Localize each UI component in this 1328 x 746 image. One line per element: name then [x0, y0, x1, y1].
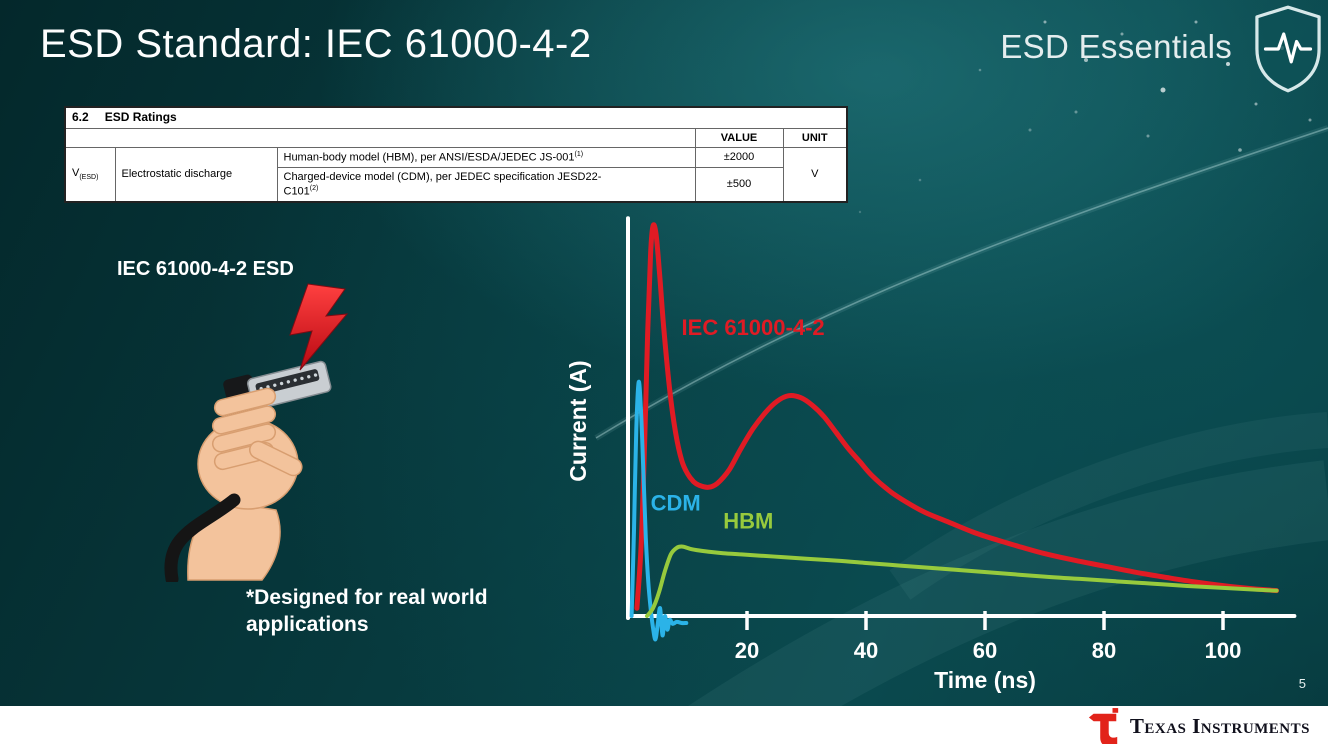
connector-pins: [259, 373, 318, 391]
waveform-chart: 20 40 60 80 100 Time (ns) Current (A) IEC 61000…: [556, 204, 1328, 704]
series-line-cdm: [629, 379, 689, 642]
page-number: 5: [1298, 676, 1306, 691]
y-axis-title: Current (A): [565, 360, 591, 481]
section-number: 6.2: [72, 110, 89, 124]
lightning-bolt-icon: [289, 283, 349, 371]
series-label: CDM: [651, 491, 701, 516]
hbm-value-cell: ±2000: [694, 146, 784, 168]
unit-cell: V: [782, 146, 848, 203]
param-name-cell: Electrostatic discharge: [114, 146, 278, 203]
slide-title: ESD Standard: IEC 61000-4-2: [40, 22, 592, 66]
x-tick-label: 40: [854, 638, 878, 663]
footer-bar: ti Texas Instruments: [0, 706, 1328, 746]
illustration-label: IEC 61000-4-2 ESD: [117, 258, 294, 280]
cdm-value-cell: ±500: [694, 166, 784, 203]
series-line-hbm: [645, 544, 1279, 618]
cdm-model-text-2: C101: [283, 185, 310, 198]
param-symbol-sub: (ESD): [79, 174, 99, 182]
datasheet-excerpt: 6.2 ESD Ratings VALUE UNIT V(ESD) Electro…: [64, 106, 849, 204]
x-tick-label: 20: [735, 638, 759, 663]
series-label: IEC 61000-4-2: [682, 315, 825, 340]
fingers: [211, 387, 303, 477]
thumb: [249, 440, 303, 477]
table-section-heading: 6.2 ESD Ratings: [64, 106, 848, 129]
ti-monogram: ti: [1099, 728, 1100, 729]
cdm-model-cell: Charged-device model (CDM), per JEDEC sp…: [276, 166, 696, 203]
x-axis-title: Time (ns): [934, 667, 1036, 693]
hbm-model-cell: Human-body model (HBM), per ANSI/ESDA/JE…: [276, 146, 696, 168]
hbm-footnote-ref: (1): [574, 150, 584, 158]
section-title: ESD Ratings: [104, 110, 177, 124]
hbm-model-text: Human-body model (HBM), per ANSI/ESDA/JE…: [283, 151, 575, 164]
cable: [164, 493, 241, 582]
chart-svg: 20 40 60 80 100 Time (ns) Current (A) IEC 61000…: [565, 216, 1297, 693]
x-tick-label: 100: [1205, 638, 1242, 663]
cdm-footnote-ref: (2): [309, 185, 319, 193]
col-header-unit: UNIT: [782, 127, 848, 148]
pulse-line-icon: [1263, 32, 1313, 64]
blank-header-cell: [64, 127, 696, 148]
param-symbol: V: [72, 167, 80, 180]
param-symbol-cell: V(ESD): [64, 146, 116, 203]
esd-ratings-table: 6.2 ESD Ratings VALUE UNIT V(ESD) Electro…: [64, 106, 849, 204]
footnote-text: *Designed for real world applications: [246, 586, 488, 637]
ti-logo-icon: ti: [1088, 708, 1119, 744]
cdm-model-text-1: Charged-device model (CDM), per JEDEC sp…: [283, 170, 602, 183]
col-header-value: VALUE: [694, 127, 784, 148]
hand-holding-connector-illustration: [164, 283, 349, 582]
footer-brand-wordmark: Texas Instruments: [1129, 713, 1310, 738]
x-tick-label: 80: [1092, 638, 1116, 663]
brand-title: ESD Essentials: [1000, 28, 1232, 65]
esd-shield-icon: [1255, 5, 1321, 93]
series-label: HBM: [723, 508, 773, 533]
x-tick-label: 60: [973, 638, 997, 663]
series-line-iec-61000-4-2: [634, 222, 1280, 611]
